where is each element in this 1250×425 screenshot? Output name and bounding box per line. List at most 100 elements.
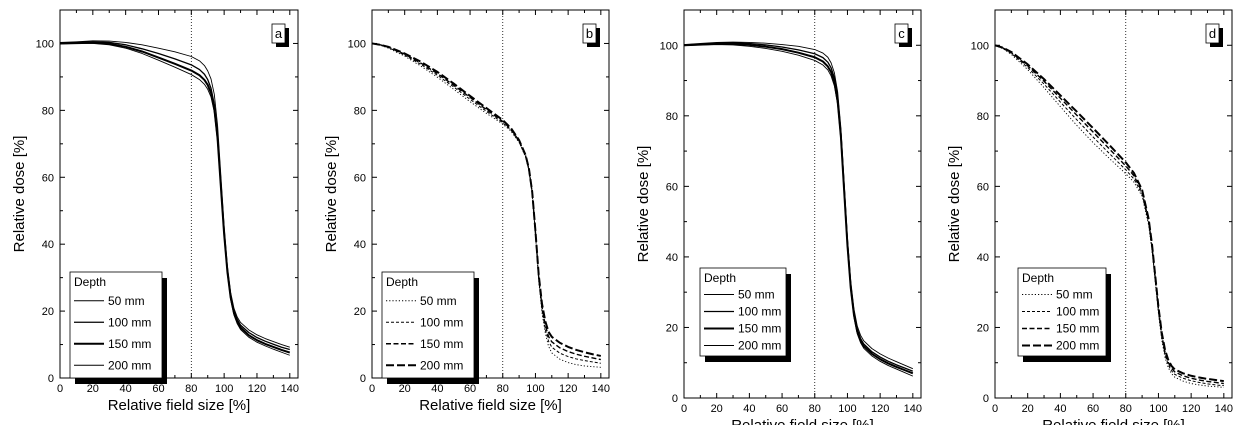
legend-entry: 50 mm bbox=[738, 288, 775, 302]
plot-frame bbox=[371, 9, 610, 379]
x-tick-label: 60 bbox=[152, 383, 164, 395]
series-line-100-mm bbox=[371, 42, 601, 364]
x-tick-label: 20 bbox=[711, 403, 723, 415]
panel-c: 0 20 40 60 80 100 120 140 0 20 40 60 80 100 Relative f… bbox=[635, 9, 922, 425]
y-tick-label: 0 bbox=[672, 393, 678, 405]
plot-frame bbox=[994, 9, 1233, 399]
y-tick-label: 100 bbox=[348, 38, 366, 50]
y-tick-label: 80 bbox=[666, 111, 678, 123]
x-tick-label: 140 bbox=[281, 383, 299, 395]
y-tick-label: 20 bbox=[666, 322, 678, 334]
legend-entry: 150 mm bbox=[1056, 322, 1099, 336]
legend-entry: 50 mm bbox=[108, 294, 145, 308]
panel-a: 0 20 40 60 80 100 120 140 0 20 40 60 80 100 Relative f… bbox=[11, 9, 299, 414]
legend-entry: 100 mm bbox=[420, 315, 463, 329]
y-tick-label: 0 bbox=[983, 393, 989, 405]
panel-letter-box bbox=[894, 23, 909, 44]
y-tick-label: 20 bbox=[354, 306, 366, 318]
x-tick-label: 100 bbox=[215, 383, 233, 395]
x-tick-label: 100 bbox=[526, 383, 544, 395]
x-axis-title: Relative field size [%] bbox=[108, 397, 251, 414]
y-tick-label: 20 bbox=[977, 322, 989, 334]
plot-frame bbox=[59, 9, 299, 379]
panel-letter: a bbox=[275, 26, 283, 41]
x-axis-title: Relative field size [%] bbox=[419, 397, 562, 414]
x-tick-label: 80 bbox=[185, 383, 197, 395]
y-tick-label: 60 bbox=[666, 181, 678, 193]
y-tick-label: 0 bbox=[360, 373, 366, 385]
legend-entry: 200 mm bbox=[738, 339, 781, 353]
x-tick-label: 40 bbox=[1054, 403, 1066, 415]
y-tick-label: 60 bbox=[42, 172, 54, 184]
legend-entry: 100 mm bbox=[1056, 305, 1099, 319]
x-tick-label: 80 bbox=[1120, 403, 1132, 415]
x-tick-label: 60 bbox=[1087, 403, 1099, 415]
panel-letter: b bbox=[586, 26, 593, 41]
y-tick-label: 40 bbox=[977, 252, 989, 264]
y-tick-label: 100 bbox=[660, 40, 678, 52]
y-tick-label: 60 bbox=[354, 172, 366, 184]
legend-title: Depth bbox=[74, 275, 106, 289]
series-line-200-mm bbox=[59, 43, 290, 356]
x-tick-label: 0 bbox=[681, 403, 687, 415]
series-line-200-mm bbox=[371, 42, 602, 357]
x-tick-label: 0 bbox=[57, 383, 63, 395]
panel-d: 0 20 40 60 80 100 120 140 0 20 40 60 80 100 Relative f… bbox=[946, 9, 1233, 425]
legend-box bbox=[69, 271, 163, 379]
plot-frame bbox=[683, 9, 922, 399]
legend-box bbox=[381, 271, 475, 379]
legend-entry: 200 mm bbox=[108, 358, 151, 372]
x-tick-label: 20 bbox=[1022, 403, 1034, 415]
y-tick-label: 80 bbox=[354, 105, 366, 117]
legend-title: Depth bbox=[1022, 271, 1054, 285]
x-tick-label: 140 bbox=[904, 403, 922, 415]
legend-entry: 150 mm bbox=[738, 322, 781, 336]
y-tick-label: 40 bbox=[666, 252, 678, 264]
y-tick-label: 100 bbox=[971, 40, 989, 52]
y-tick-label: 0 bbox=[48, 373, 54, 385]
legend-entry: 200 mm bbox=[1056, 339, 1099, 353]
legend-title: Depth bbox=[704, 271, 736, 285]
x-tick-label: 120 bbox=[871, 403, 889, 415]
y-tick-label: 100 bbox=[36, 38, 54, 50]
x-tick-label: 140 bbox=[592, 383, 610, 395]
x-tick-label: 120 bbox=[248, 383, 266, 395]
x-tick-label: 20 bbox=[87, 383, 99, 395]
x-axis-title: Relative field size [%] bbox=[731, 417, 874, 425]
x-tick-label: 80 bbox=[497, 383, 509, 395]
x-tick-label: 140 bbox=[1215, 403, 1233, 415]
legend-entry: 100 mm bbox=[738, 305, 781, 319]
x-tick-label: 0 bbox=[369, 383, 375, 395]
panel-letter-box bbox=[582, 23, 597, 44]
x-tick-label: 60 bbox=[776, 403, 788, 415]
y-tick-label: 80 bbox=[42, 105, 54, 117]
y-axis-title: Relative dose [%] bbox=[11, 136, 28, 253]
x-tick-label: 20 bbox=[399, 383, 411, 395]
legend-entry: 50 mm bbox=[1056, 288, 1093, 302]
series-line-50-mm bbox=[59, 40, 290, 348]
x-tick-label: 40 bbox=[120, 383, 132, 395]
y-tick-label: 60 bbox=[977, 181, 989, 193]
y-tick-label: 40 bbox=[42, 239, 54, 251]
series-line-150-mm bbox=[371, 42, 601, 361]
panel-letter: d bbox=[1209, 26, 1216, 41]
x-tick-label: 0 bbox=[992, 403, 998, 415]
x-tick-label: 120 bbox=[1182, 403, 1200, 415]
series-line-50-mm bbox=[994, 44, 1224, 388]
series-line-50-mm bbox=[371, 43, 601, 368]
legend-title: Depth bbox=[386, 275, 418, 289]
panel-letter: c bbox=[898, 26, 905, 41]
panel-letter-box bbox=[1205, 23, 1220, 44]
x-axis-title: Relative field size [%] bbox=[1042, 417, 1185, 425]
legend-entry: 150 mm bbox=[420, 337, 463, 351]
y-axis-title: Relative dose [%] bbox=[635, 146, 652, 263]
y-axis-title: Relative dose [%] bbox=[323, 136, 340, 253]
x-tick-label: 40 bbox=[431, 383, 443, 395]
y-tick-label: 80 bbox=[977, 111, 989, 123]
x-tick-label: 100 bbox=[1149, 403, 1167, 415]
x-tick-label: 120 bbox=[559, 383, 577, 395]
x-tick-label: 100 bbox=[838, 403, 856, 415]
panel-b: 0 20 40 60 80 100 120 140 0 20 40 60 80 100 Relative f… bbox=[323, 9, 610, 414]
legend-entry: 100 mm bbox=[108, 315, 151, 329]
legend-entry: 200 mm bbox=[420, 358, 463, 372]
